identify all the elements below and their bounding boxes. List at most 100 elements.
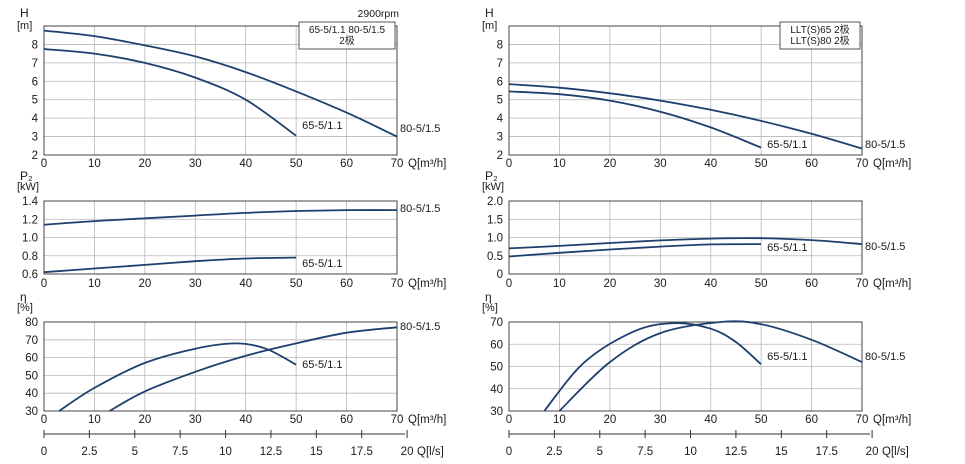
x2-axis-unit: Q[l/s] — [882, 446, 909, 458]
x2-tick-label: 2.5 — [546, 446, 562, 458]
y-axis-title: P₂ — [20, 169, 33, 183]
series-label: 80-5/1.5 — [400, 203, 440, 215]
y-tick-label: 2 — [497, 150, 503, 162]
series-label: 65-5/1.1 — [767, 139, 807, 151]
x2-tick-label: 0 — [41, 446, 47, 458]
series-label: 65-5/1.1 — [302, 359, 342, 371]
curve-80-5-1-5 — [43, 209, 398, 226]
legend-line: LLT(S)65 2极 — [790, 23, 849, 36]
series-label: 80-5/1.5 — [865, 351, 905, 363]
x-tick-label: 60 — [340, 278, 353, 290]
x2-tick-label: 7.5 — [172, 446, 188, 458]
x-axis-unit: Q[m³/h] — [408, 414, 446, 426]
curve-80-5-1-5 — [43, 29, 398, 138]
legend-box — [779, 21, 861, 50]
x-tick-label: 10 — [88, 278, 101, 290]
x2-tick-label: 5 — [132, 446, 138, 458]
curve-80-5-1-5 — [508, 83, 863, 150]
x-tick-label: 50 — [290, 158, 303, 170]
x-tick-label: 20 — [138, 158, 151, 170]
plot-frame — [43, 321, 398, 412]
x-tick-label: 10 — [88, 414, 101, 426]
y-tick-label: 3 — [32, 132, 38, 144]
x2-tick-label: 2.5 — [81, 446, 97, 458]
x-axis-unit: Q[m³/h] — [873, 414, 911, 426]
x-tick-label: 50 — [755, 158, 768, 170]
y-tick-label: 70 — [25, 335, 38, 347]
x2-tick-label: 12.5 — [725, 446, 747, 458]
y-tick-label: 1.4 — [22, 196, 39, 208]
series-label: 65-5/1.1 — [302, 258, 342, 270]
x2-tick-label: 15 — [775, 446, 788, 458]
y-tick-label: 60 — [25, 353, 38, 365]
right-efficiency-panel: η[%] 30 40 50 60 70 0 10 20 30 40 50 60 70 Q[m³/h] 0 2.5… — [482, 290, 911, 458]
x-tick-label: 0 — [41, 414, 47, 426]
x-tick-label: 60 — [340, 158, 353, 170]
x-tick-label: 20 — [603, 158, 616, 170]
curve-80-5-1-5 — [508, 237, 863, 250]
curve-65-5-1-1 — [543, 322, 762, 412]
y-tick-label: 0 — [497, 269, 503, 281]
y-tick-label: 4 — [32, 113, 39, 125]
right-head-panel: H[m] 2 3 4 5 6 7 8 0 10 20 30 40 50 60 70 Q[m³/h] LLT(S)6… — [482, 6, 911, 170]
x-tick-label: 0 — [506, 158, 512, 170]
legend-line: 2极 — [339, 34, 355, 47]
series-label: 65-5/1.1 — [767, 351, 807, 363]
x-tick-label: 10 — [553, 158, 566, 170]
x-tick-label: 50 — [755, 414, 768, 426]
x-tick-label: 0 — [41, 278, 47, 290]
y-tick-label: 7 — [32, 58, 38, 70]
y-tick-label: 40 — [25, 388, 38, 400]
x2-tick-label: 10 — [219, 446, 232, 458]
y-axis-unit: [m] — [482, 20, 497, 32]
y-tick-label: 1.0 — [487, 233, 503, 245]
left-efficiency-panel: η[%] 30 40 50 60 70 80 0 10 20 30 40 50 60 70 Q[m³/h] 0 2… — [17, 290, 446, 458]
x-tick-label: 0 — [506, 414, 512, 426]
x-tick-label: 60 — [805, 158, 818, 170]
y-tick-label: 1.5 — [487, 214, 503, 226]
y-tick-label: 70 — [490, 317, 503, 329]
x-tick-label: 50 — [755, 278, 768, 290]
x2-tick-label: 12.5 — [260, 446, 282, 458]
x-tick-label: 70 — [856, 278, 869, 290]
y-axis-unit: [kW] — [17, 181, 39, 193]
series-label: 80-5/1.5 — [400, 123, 440, 135]
x-tick-label: 70 — [391, 414, 404, 426]
x-tick-label: 40 — [704, 414, 717, 426]
y-tick-label: 30 — [490, 406, 503, 418]
x-tick-label: 20 — [138, 414, 151, 426]
y-tick-label: 0.5 — [487, 251, 503, 263]
x-axis-unit: Q[m³/h] — [873, 158, 911, 170]
plot-frame — [508, 25, 863, 156]
x-tick-label: 30 — [189, 414, 202, 426]
y-axis-unit: [m] — [17, 20, 32, 32]
curve-80-5-1-5 — [109, 326, 398, 412]
y-axis-title: H — [485, 6, 494, 20]
x-tick-label: 30 — [654, 414, 667, 426]
y-tick-label: 8 — [32, 39, 38, 51]
x-tick-label: 30 — [654, 158, 667, 170]
y-axis-unit: [%] — [17, 302, 33, 314]
series-label: 80-5/1.5 — [865, 139, 905, 151]
y-tick-label: 40 — [490, 384, 503, 396]
y-tick-label: 3 — [497, 132, 503, 144]
x-tick-label: 60 — [805, 278, 818, 290]
plot-frame — [43, 25, 398, 156]
curve-65-5-1-1 — [508, 90, 762, 149]
y-axis-title: η — [20, 290, 27, 304]
x-tick-label: 40 — [239, 158, 252, 170]
x-tick-label: 50 — [290, 278, 303, 290]
x-tick-label: 40 — [704, 158, 717, 170]
x2-tick-label: 5 — [597, 446, 603, 458]
x2-axis-unit: Q[l/s] — [417, 446, 444, 458]
x-tick-label: 30 — [654, 278, 667, 290]
curve-80-5-1-5 — [558, 320, 863, 412]
plot-frame — [508, 200, 863, 275]
y-tick-label: 60 — [490, 339, 503, 351]
y-tick-label: 50 — [25, 370, 38, 382]
y-axis-unit: [%] — [482, 302, 498, 314]
x2-tick-label: 20 — [401, 446, 414, 458]
y-tick-label: 6 — [497, 76, 503, 88]
left-power-panel: P₂[kW] 0.6 0.8 1.0 1.2 1.4 0 10 20 30 40 50 60 70 Q[m³… — [17, 169, 446, 290]
y-tick-label: 5 — [32, 95, 38, 107]
